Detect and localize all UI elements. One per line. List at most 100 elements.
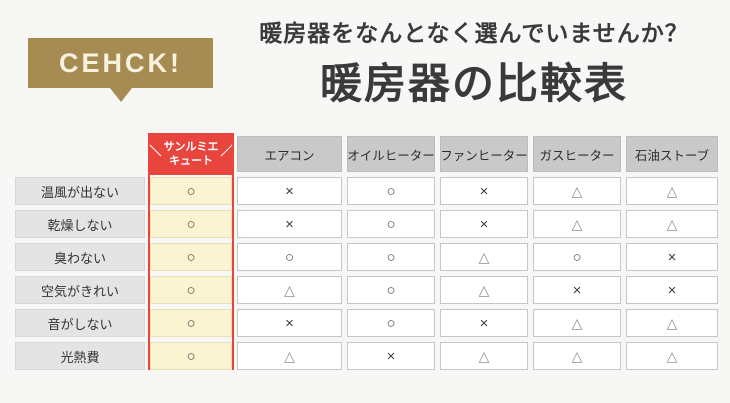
table-cell-r2-c2: ○ xyxy=(347,243,435,271)
check-badge-label: CEHCK! xyxy=(59,47,182,78)
column-header-1-label: エアコン xyxy=(264,148,315,163)
table-cell-r5-c5: △ xyxy=(626,342,718,370)
row-label-1: 乾燥しない xyxy=(15,210,145,238)
symbol-cross: × xyxy=(386,347,396,365)
table-cell-r2-c5: × xyxy=(626,243,718,271)
table-cell-r1-c3: × xyxy=(440,210,528,238)
column-header-3-label: ファンヒーター xyxy=(440,148,528,163)
symbol-triangle: △ xyxy=(571,216,583,232)
table-cell-r3-c4: × xyxy=(533,276,621,304)
symbol-cross: × xyxy=(667,248,677,266)
highlight-column-header: ＼ サンルミエ キュート ／ xyxy=(148,133,234,175)
row-label-0-label: 温風が出ない xyxy=(40,184,119,200)
symbol-cross: × xyxy=(479,215,489,233)
table-cell-r1-c1: × xyxy=(237,210,342,238)
row-label-0: 温風が出ない xyxy=(15,177,145,205)
table-cell-r1-c0: ○ xyxy=(150,210,232,238)
symbol-triangle: △ xyxy=(571,183,583,199)
column-header-4-label: ガスヒーター xyxy=(539,148,615,163)
check-badge: CEHCK! xyxy=(28,38,213,102)
table-cell-r0-c3: × xyxy=(440,177,528,205)
table-cell-r2-c1: ○ xyxy=(237,243,342,271)
table-cell-r5-c1: △ xyxy=(237,342,342,370)
row-label-2-label: 臭わない xyxy=(53,250,106,266)
column-header-2-label: オイルヒーター xyxy=(347,148,435,163)
table-cell-r5-c0: ○ xyxy=(150,342,232,370)
column-header-5: 石油ストーブ xyxy=(626,136,718,172)
symbol-circle: ○ xyxy=(386,215,396,233)
highlight-column-name: サンルミエ キュート xyxy=(164,140,219,169)
row-label-3: 空気がきれい xyxy=(15,276,145,304)
symbol-triangle: △ xyxy=(284,348,295,364)
highlight-column-name-line1: サンルミエ xyxy=(163,140,219,153)
symbol-triangle: △ xyxy=(666,348,678,364)
comparison-table-grid: ＼ サンルミエ キュート ／ エアコン オイルヒーター ファンヒーター ガスヒーター 石… xyxy=(15,133,718,370)
table-cell-r5-c2: × xyxy=(347,342,435,370)
symbol-circle: ○ xyxy=(186,215,196,233)
table-cell-r0-c4: △ xyxy=(533,177,621,205)
page-title: 暖房器の比較表 xyxy=(319,60,628,107)
symbol-triangle: △ xyxy=(666,183,678,199)
symbol-triangle: △ xyxy=(571,348,583,364)
table-cell-r3-c2: ○ xyxy=(347,276,435,304)
table-cell-r4-c1: × xyxy=(237,309,342,337)
row-label-4: 音がしない xyxy=(15,309,145,337)
symbol-circle: ○ xyxy=(186,314,196,332)
table-cell-r4-c4: △ xyxy=(533,309,621,337)
symbol-cross: × xyxy=(479,182,489,200)
table-cell-r4-c2: ○ xyxy=(347,309,435,337)
table-cell-r1-c5: △ xyxy=(626,210,718,238)
symbol-triangle: △ xyxy=(478,249,490,265)
symbol-cross: × xyxy=(285,182,294,200)
symbol-cross: × xyxy=(572,281,582,299)
symbol-circle: ○ xyxy=(186,347,196,365)
table-cell-r3-c3: △ xyxy=(440,276,528,304)
table-cell-r3-c0: ○ xyxy=(150,276,232,304)
decor-slash-left: ＼ xyxy=(149,143,162,158)
symbol-circle: ○ xyxy=(386,182,396,200)
table-cell-r2-c3: △ xyxy=(440,243,528,271)
table-cell-r0-c0: ○ xyxy=(150,177,232,205)
symbol-triangle: △ xyxy=(666,216,678,232)
symbol-circle: ○ xyxy=(386,281,396,299)
symbol-circle: ○ xyxy=(186,182,196,200)
column-header-5-label: 石油ストーブ xyxy=(634,148,710,163)
row-label-5: 光熱費 xyxy=(15,342,145,370)
table-cell-r5-c3: △ xyxy=(440,342,528,370)
symbol-circle: ○ xyxy=(572,248,582,266)
symbol-circle: ○ xyxy=(186,281,196,299)
symbol-circle: ○ xyxy=(284,248,295,266)
table-cell-r0-c1: × xyxy=(237,177,342,205)
row-label-4-label: 音がしない xyxy=(47,316,113,332)
page-subtitle: 暖房器をなんとなく選んでいませんか？ xyxy=(259,20,689,46)
table-cell-r3-c5: × xyxy=(626,276,718,304)
page-header: 暖房器をなんとなく選んでいませんか？ 暖房器の比較表 xyxy=(226,14,722,111)
table-cell-r4-c5: △ xyxy=(626,309,718,337)
table-cell-r1-c4: △ xyxy=(533,210,621,238)
table-cell-r4-c0: ○ xyxy=(150,309,232,337)
table-cell-r2-c0: ○ xyxy=(150,243,232,271)
speech-bubble-tail xyxy=(109,88,132,102)
symbol-triangle: △ xyxy=(478,282,490,298)
table-corner-spacer xyxy=(15,136,145,172)
row-label-2: 臭わない xyxy=(15,243,145,271)
table-cell-r1-c2: ○ xyxy=(347,210,435,238)
column-header-4: ガスヒーター xyxy=(533,136,621,172)
highlight-column-name-line2: キュート xyxy=(169,155,213,167)
row-label-1-label: 乾燥しない xyxy=(47,217,113,233)
comparison-table: ＼ サンルミエ キュート ／ エアコン オイルヒーター ファンヒーター ガスヒーター 石… xyxy=(15,133,718,370)
decor-slash-right: ／ xyxy=(220,143,233,158)
row-label-3-label: 空気がきれい xyxy=(40,283,119,299)
column-header-2: オイルヒーター xyxy=(347,136,435,172)
symbol-triangle: △ xyxy=(666,315,678,331)
symbol-cross: × xyxy=(285,215,294,233)
symbol-cross: × xyxy=(479,314,489,332)
table-cell-r3-c1: △ xyxy=(237,276,342,304)
symbol-circle: ○ xyxy=(186,248,196,266)
symbol-circle: ○ xyxy=(386,248,396,266)
column-header-3: ファンヒーター xyxy=(440,136,528,172)
symbol-cross: × xyxy=(667,281,677,299)
symbol-triangle: △ xyxy=(478,348,490,364)
symbol-cross: × xyxy=(285,314,294,332)
